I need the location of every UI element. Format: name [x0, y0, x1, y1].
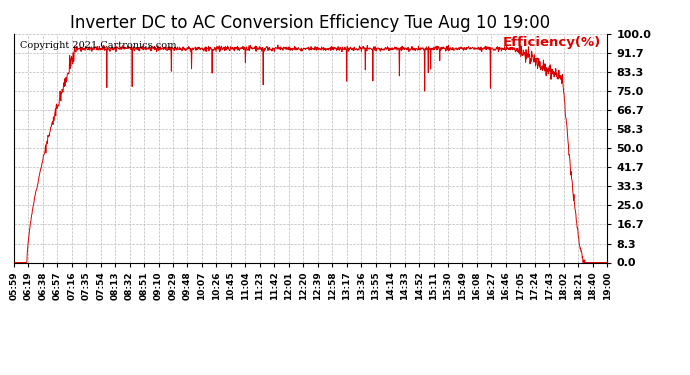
Title: Inverter DC to AC Conversion Efficiency Tue Aug 10 19:00: Inverter DC to AC Conversion Efficiency …: [70, 14, 551, 32]
Text: Copyright 2021 Cartronics.com: Copyright 2021 Cartronics.com: [20, 40, 176, 50]
Text: Efficiency(%): Efficiency(%): [503, 36, 601, 49]
